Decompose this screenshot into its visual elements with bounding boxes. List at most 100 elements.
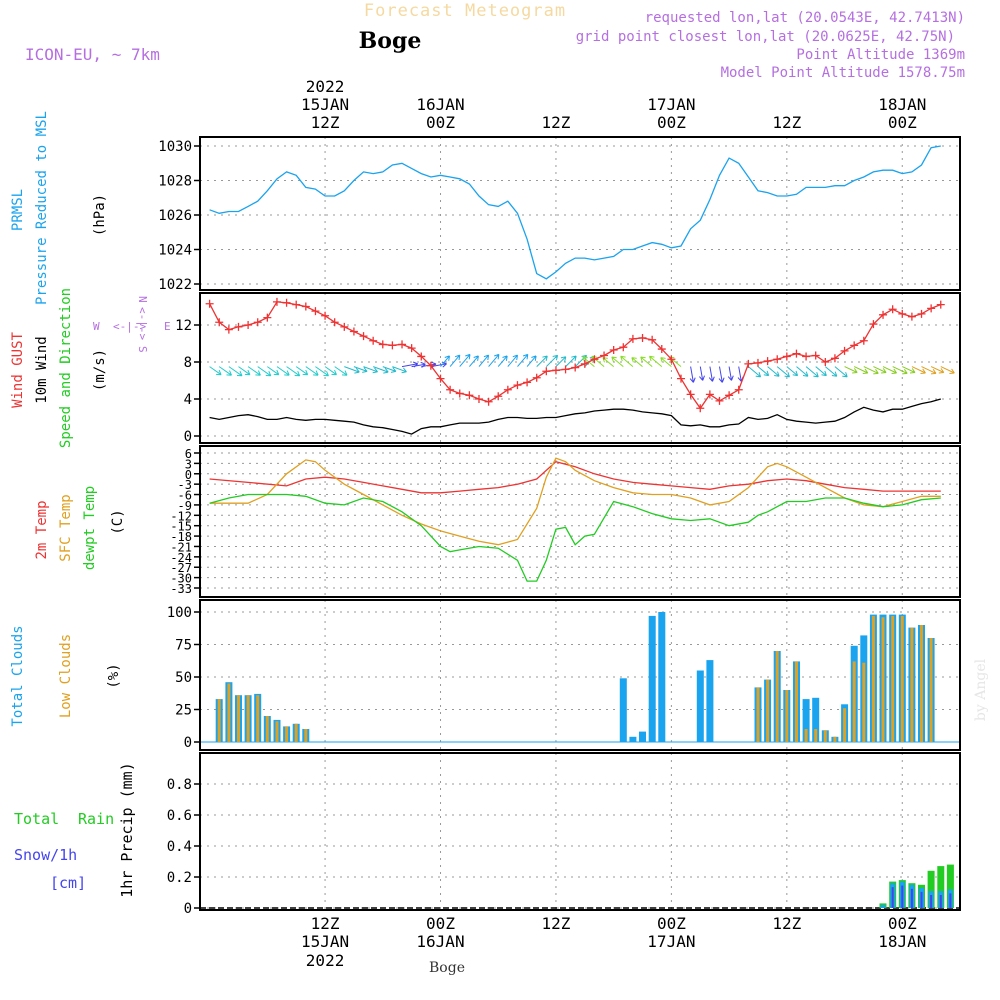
wind-direction-arrow [767,366,780,377]
wind-gust-line-point [657,345,666,354]
total-cloud-bar [639,731,646,742]
wind-gust-line-point [619,343,628,352]
wind-gust-line-point [272,297,281,306]
wind-direction-arrow [238,366,251,376]
top-year-label: 2022 [306,77,345,96]
wind-direction-arrow [459,353,471,367]
wind-direction-arrow [353,366,368,373]
wind-direction-arrow [727,366,734,381]
low-cloud-bar [227,683,231,742]
ytick-label-pressure: 1024 [158,243,192,259]
ytick-label-precip: 0.8 [167,777,192,793]
top-time-label: 00Z [657,113,686,132]
wind-gust-line-point [590,355,599,364]
low-cloud-bar [304,729,308,742]
low-cloud-bar [237,695,240,742]
wind-direction-arrow [689,366,696,383]
wind-gust-line-point [330,318,339,327]
wind-direction-arrow [267,366,280,376]
wind-direction-arrow [373,366,389,374]
bottom-date-label: 15JAN [301,932,349,951]
wind-gust-line-point [850,341,859,350]
top-time-label: 12Z [772,113,801,132]
low-cloud-bar [862,662,866,742]
wind-gust-line-point [311,307,320,316]
ytick-label-clouds: 100 [167,605,192,621]
ytick-label-temp: -27 [170,561,192,575]
wind-gust-line-point [417,352,426,361]
ytick-label-pressure: 1030 [158,139,192,155]
wind-direction-arrow [921,366,937,375]
low-cloud-bar [871,615,875,742]
wind-gust-line-point [407,344,416,353]
wind-gust-line-point [542,367,551,376]
ytick-label-clouds: 25 [175,703,192,719]
wind-direction-arrow [257,366,272,377]
wind-direction-arrow [660,357,672,367]
ytick-label-temp: 6 [185,447,192,461]
wind-direction-arrow [449,354,461,367]
wind-gust-line-point [513,381,522,390]
compass-e: E [164,320,171,333]
bottom-date-label: 16JAN [416,932,464,951]
wind-gust-line-point [580,359,589,368]
wind-gust-line-point [398,340,407,349]
ytick-label-wind: 0 [184,429,192,445]
bottom-date-label: 18JAN [878,932,926,951]
total-cloud-bar [696,670,704,742]
wind-direction-arrow [247,366,261,376]
wind-gust-line-point [551,366,560,375]
precip-snow-inner-bar [939,895,942,908]
ytick-label-precip: 0 [184,901,192,917]
precip-snow-inner-bar [891,887,894,908]
ytick-label-precip: 0.6 [167,808,192,824]
wind-gust-line-point [600,351,609,360]
wind-gust-line-point [465,391,474,400]
low-cloud-bar [891,615,895,742]
low-cloud-bar [920,625,923,742]
wind-gust-line-point [869,320,878,329]
pressure-line [209,145,941,280]
wind-direction-arrow [776,366,790,378]
wind-gust-line-point [802,352,811,361]
precip-cm-label: [cm] [50,874,86,892]
bottom-time-label: 12Z [311,914,340,933]
wind-direction-arrow [882,366,898,374]
bottom-time-label: 12Z [541,914,570,933]
ytick-label-temp: -9 [178,499,192,513]
wind-direction-arrow [497,355,508,367]
ytick-label-wind: 4 [184,392,192,408]
ytick-label-temp: -30 [170,572,192,586]
wind-direction-arrow [565,355,577,367]
low-cloud-bar [852,661,856,742]
wind-gust-line-point [359,332,368,341]
wind-labels: Wind GUST 10m Wind Speed and Direction (… [10,288,171,448]
total-clouds-label: Total Clouds [10,625,26,726]
wind-gust-line-point [503,385,512,394]
wind-direction-arrow [815,366,827,377]
wind-gust-line-point [628,334,637,343]
wind-gust-line-point [686,390,695,399]
total-cloud-bar [629,736,637,742]
wind-gust-line-point [734,385,743,394]
wind-gust-line-point [705,390,714,399]
ytick-label-temp: -6 [178,489,192,503]
wind-gust-line-point [609,345,618,354]
temp-dewpt-label: dewpt Temp [82,486,98,570]
pressure-label-2: Pressure Reduced to MSL [34,111,50,305]
wind-gust-line-point [532,373,541,382]
precip-snow-inner-bar [901,885,904,908]
low-clouds-label: Low Clouds [58,634,74,718]
precip-labels: Total Rain Snow/1h [cm] 1hr Precip (mm) [14,762,136,897]
axis-labels: 1030102810261024102212840630-3-6-9-12-15… [158,77,926,970]
wind-gust-line-point [205,299,214,308]
wind-gust-line-point [725,391,734,400]
wind-gust-line-point [648,335,657,344]
wind-direction-arrow [469,355,479,367]
low-cloud-bar [256,695,260,742]
wind-direction-arrow [940,366,955,374]
wind-direction-arrow [315,366,329,377]
wind-gust-line-point [888,305,897,314]
wind-direction-arrow [863,366,879,375]
ytick-label-temp: -24 [170,551,192,565]
